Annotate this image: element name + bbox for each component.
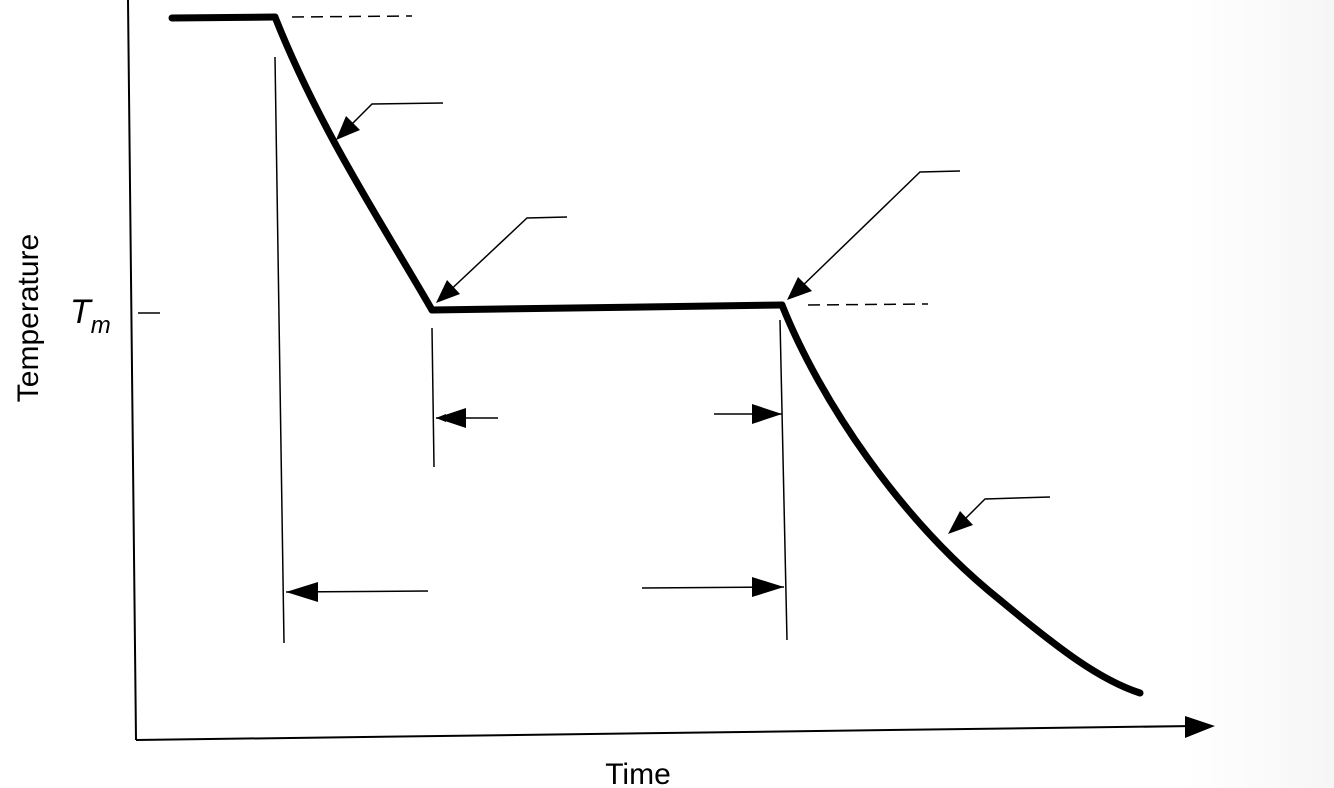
dashed-tm-line	[807, 303, 929, 306]
scan-shading	[1184, 0, 1334, 788]
x-axis-arrowhead	[1185, 716, 1215, 738]
x-axis	[135, 725, 1196, 741]
x-axis-label: Time	[605, 758, 671, 788]
interval-arrowhead-local-right	[752, 404, 782, 424]
tm-label-main: T	[70, 293, 93, 331]
interval-arrowhead-total-left	[286, 582, 318, 602]
dashed-initial-temp	[291, 15, 413, 18]
leader-arrowhead-liquid-cooling	[336, 116, 360, 140]
cooling-curve-solid-cooling	[778, 301, 1144, 697]
leader-arrowhead-freezing-start	[436, 280, 460, 303]
y-axis-label: Temperature	[12, 234, 45, 402]
leader-freezing-end	[795, 170, 961, 293]
leader-freezing-start	[443, 216, 568, 297]
tm-label: Tm	[70, 293, 111, 339]
cooling-curve-liquid-cooling	[271, 13, 436, 314]
interval-arrowhead-total-right	[752, 577, 784, 597]
vline-cooling-start	[274, 56, 285, 644]
cooling-curve-plateau	[428, 301, 786, 314]
interval-arrowhead-local-left	[436, 408, 466, 428]
tm-label-sub: m	[91, 312, 111, 339]
cooling-curve-liquid-hold	[168, 13, 279, 22]
vline-solidification-start	[431, 327, 435, 468]
leader-arrowhead-solid-cooling	[948, 511, 973, 534]
vline-solidification-end	[779, 319, 788, 641]
leader-arrowhead-freezing-end	[787, 277, 812, 300]
leader-solid-cooling	[957, 496, 1051, 527]
y-axis	[127, 0, 137, 741]
